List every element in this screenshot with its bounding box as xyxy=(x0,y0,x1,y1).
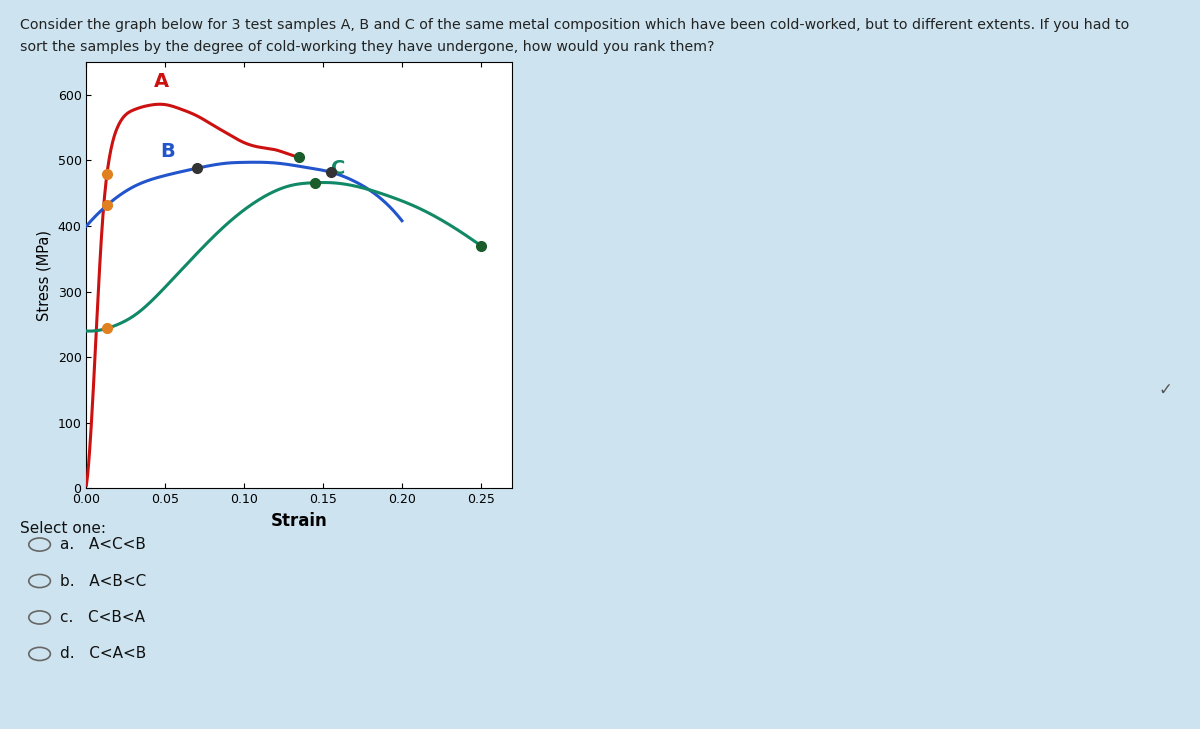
Text: Select one:: Select one: xyxy=(20,521,107,537)
Text: ✓: ✓ xyxy=(1158,381,1172,399)
Text: Consider the graph below for 3 test samples A, B and C of the same metal composi: Consider the graph below for 3 test samp… xyxy=(20,18,1129,32)
X-axis label: Strain: Strain xyxy=(271,512,328,530)
Y-axis label: Stress (MPa): Stress (MPa) xyxy=(37,230,52,321)
Text: a.   A<C<B: a. A<C<B xyxy=(60,537,146,552)
Text: sort the samples by the degree of cold-working they have undergone, how would yo: sort the samples by the degree of cold-w… xyxy=(20,40,715,54)
Text: d.   C<A<B: d. C<A<B xyxy=(60,647,146,661)
Text: c.   C<B<A: c. C<B<A xyxy=(60,610,145,625)
Text: A: A xyxy=(155,72,169,91)
Text: C: C xyxy=(331,159,346,178)
Text: B: B xyxy=(161,142,175,161)
Text: b.   A<B<C: b. A<B<C xyxy=(60,574,146,588)
